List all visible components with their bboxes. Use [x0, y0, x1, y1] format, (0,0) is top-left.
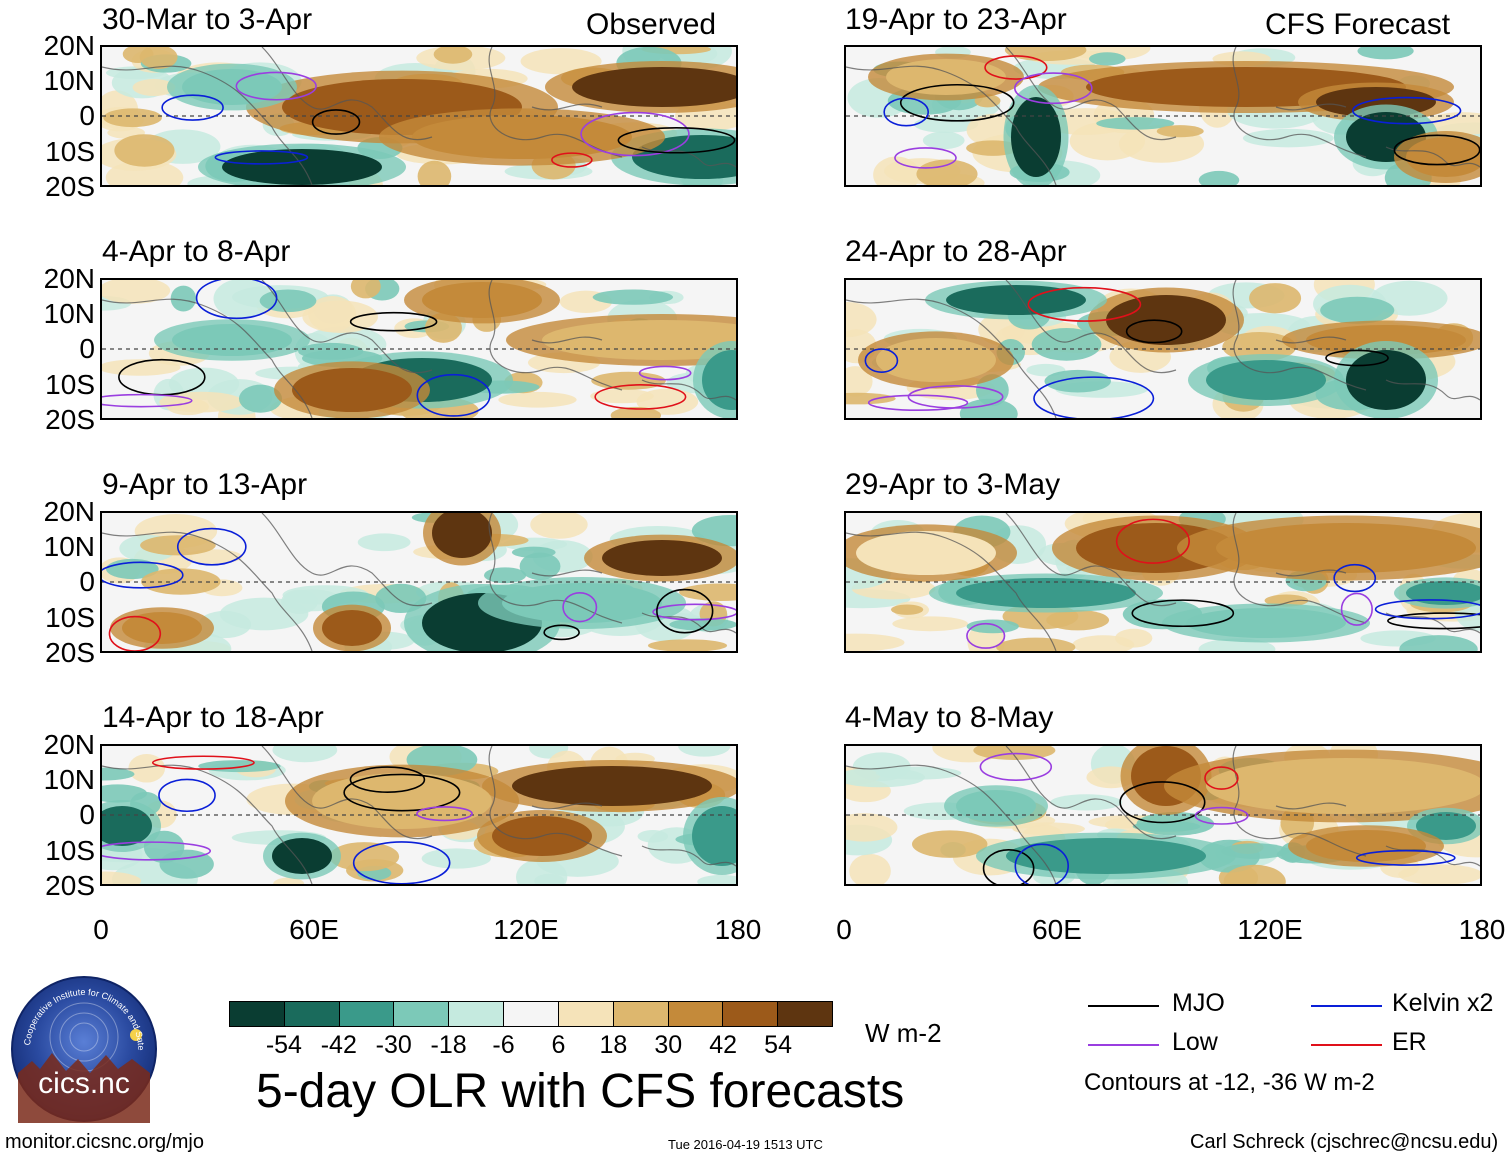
colorbar-swatch: [338, 1002, 394, 1026]
panel-title-obs-2: 4-Apr to 8-Apr: [102, 235, 291, 268]
lon-label: 60E: [289, 914, 339, 945]
olr-field: [102, 47, 736, 185]
panel-title-obs-3: 9-Apr to 13-Apr: [102, 468, 308, 501]
panel-title-obs-4: 14-Apr to 18-Apr: [102, 701, 324, 734]
colorbar-swatch: [777, 1002, 832, 1026]
lat-label: 10N: [43, 65, 95, 96]
lon-label: 60E: [1032, 914, 1082, 945]
colorbar-tick-label: 54: [764, 1031, 792, 1059]
cics-logo-icon: Cooperative Institute for Climate and Sa…: [7, 967, 157, 1123]
lat-label: 10S: [45, 369, 95, 400]
lat-label: 0: [79, 799, 95, 830]
lat-label: 20N: [43, 729, 95, 760]
olr-map-observed-1: [100, 45, 738, 187]
observed-header: Observed: [586, 8, 717, 41]
colorbar-tick-label: -18: [430, 1031, 467, 1059]
legend-line-low: [1088, 1044, 1159, 1046]
legend-label-er: ER: [1392, 1028, 1427, 1056]
panel-title-fcst-1: 19-Apr to 23-Apr: [845, 3, 1067, 36]
lat-label: 0: [79, 566, 95, 597]
lat-label: 20S: [45, 870, 95, 901]
olr-field: [102, 746, 736, 884]
colorbar-units: W m-2: [865, 1018, 942, 1048]
footer-credit: Carl Schreck (cjschrec@ncsu.edu): [1190, 1131, 1499, 1153]
colorbar-tick-label: 42: [709, 1031, 738, 1059]
colorbar-tick-label: -42: [320, 1031, 357, 1059]
lat-label: 10S: [45, 835, 95, 866]
panel-title-fcst-2: 24-Apr to 28-Apr: [845, 235, 1067, 268]
panel-title-fcst-3: 29-Apr to 3-May: [845, 468, 1061, 501]
logo-text: cics.nc: [38, 1067, 130, 1100]
olr-field: [102, 513, 736, 651]
olr-map-forecast-1: [844, 45, 1482, 187]
colorbar-swatch: [393, 1002, 449, 1026]
lat-label: 20S: [45, 637, 95, 668]
lon-label: 120E: [493, 914, 559, 945]
lat-label: 0: [79, 100, 95, 131]
figure-title: 5-day OLR with CFS forecasts: [256, 1065, 905, 1118]
colorbar-tick-label: 30: [654, 1031, 683, 1059]
colorbar-tick-label: -30: [375, 1031, 412, 1059]
colorbar-swatch: [283, 1002, 339, 1026]
colorbar-tick-label: 18: [599, 1031, 628, 1059]
olr-map-observed-4: [100, 744, 738, 886]
legend-label-low: Low: [1172, 1028, 1218, 1056]
olr-map-observed-3: [100, 511, 738, 653]
lon-label: 180: [714, 914, 762, 945]
panel-title-obs-1: 30-Mar to 3-Apr: [102, 3, 313, 36]
colorbar: [229, 1001, 833, 1027]
colorbar-swatch: [667, 1002, 723, 1026]
lat-label: 10S: [45, 136, 95, 167]
lat-label: 20N: [43, 263, 95, 294]
legend-line-kelvin: [1311, 1005, 1382, 1007]
lat-label: 10N: [43, 764, 95, 795]
colorbar-swatch: [722, 1002, 778, 1026]
lat-label: 10N: [43, 531, 95, 562]
cics-logo: Cooperative Institute for Climate and Sa…: [7, 967, 158, 1123]
lon-label: 0: [836, 914, 852, 945]
colorbar-tick-label: -6: [492, 1031, 515, 1059]
legend-note: Contours at -12, -36 W m-2: [1084, 1069, 1375, 1096]
olr-map-forecast-4: [844, 744, 1482, 886]
olr-field: [846, 746, 1480, 884]
lat-label: 20S: [45, 171, 95, 202]
olr-map-forecast-3: [844, 511, 1482, 653]
olr-field: [846, 513, 1480, 651]
olr-map-observed-2: [100, 278, 738, 420]
lat-label: 20N: [43, 30, 95, 61]
legend-line-er: [1311, 1044, 1382, 1046]
forecast-header: CFS Forecast: [1265, 8, 1451, 41]
lat-label: 10N: [43, 298, 95, 329]
colorbar-tick-label: 6: [551, 1031, 566, 1059]
colorbar-swatch: [448, 1002, 504, 1026]
lat-label: 20N: [43, 496, 95, 527]
colorbar-swatch: [503, 1002, 558, 1026]
lon-label: 120E: [1237, 914, 1303, 945]
lon-label: 0: [93, 914, 109, 945]
lat-label: 20S: [45, 404, 95, 435]
legend-line-mjo: [1088, 1005, 1159, 1007]
legend-label-mjo: MJO: [1172, 989, 1225, 1017]
lat-label: 0: [79, 333, 95, 364]
footer-timestamp: Tue 2016-04-19 1513 UTC: [668, 1137, 823, 1152]
panel-title-fcst-4: 4-May to 8-May: [845, 701, 1054, 734]
olr-field: [846, 280, 1480, 418]
colorbar-swatch: [230, 1002, 284, 1026]
lon-label: 180: [1458, 914, 1506, 945]
colorbar-tick-label: -54: [265, 1031, 302, 1059]
colorbar-swatch: [612, 1002, 668, 1026]
olr-field: [846, 47, 1480, 185]
colorbar-swatch: [557, 1002, 613, 1026]
legend-label-kelvin: Kelvin x2: [1392, 989, 1494, 1017]
olr-map-forecast-2: [844, 278, 1482, 420]
olr-field: [102, 280, 736, 418]
lat-label: 10S: [45, 602, 95, 633]
footer-url: monitor.cicsnc.org/mjo: [5, 1131, 204, 1153]
